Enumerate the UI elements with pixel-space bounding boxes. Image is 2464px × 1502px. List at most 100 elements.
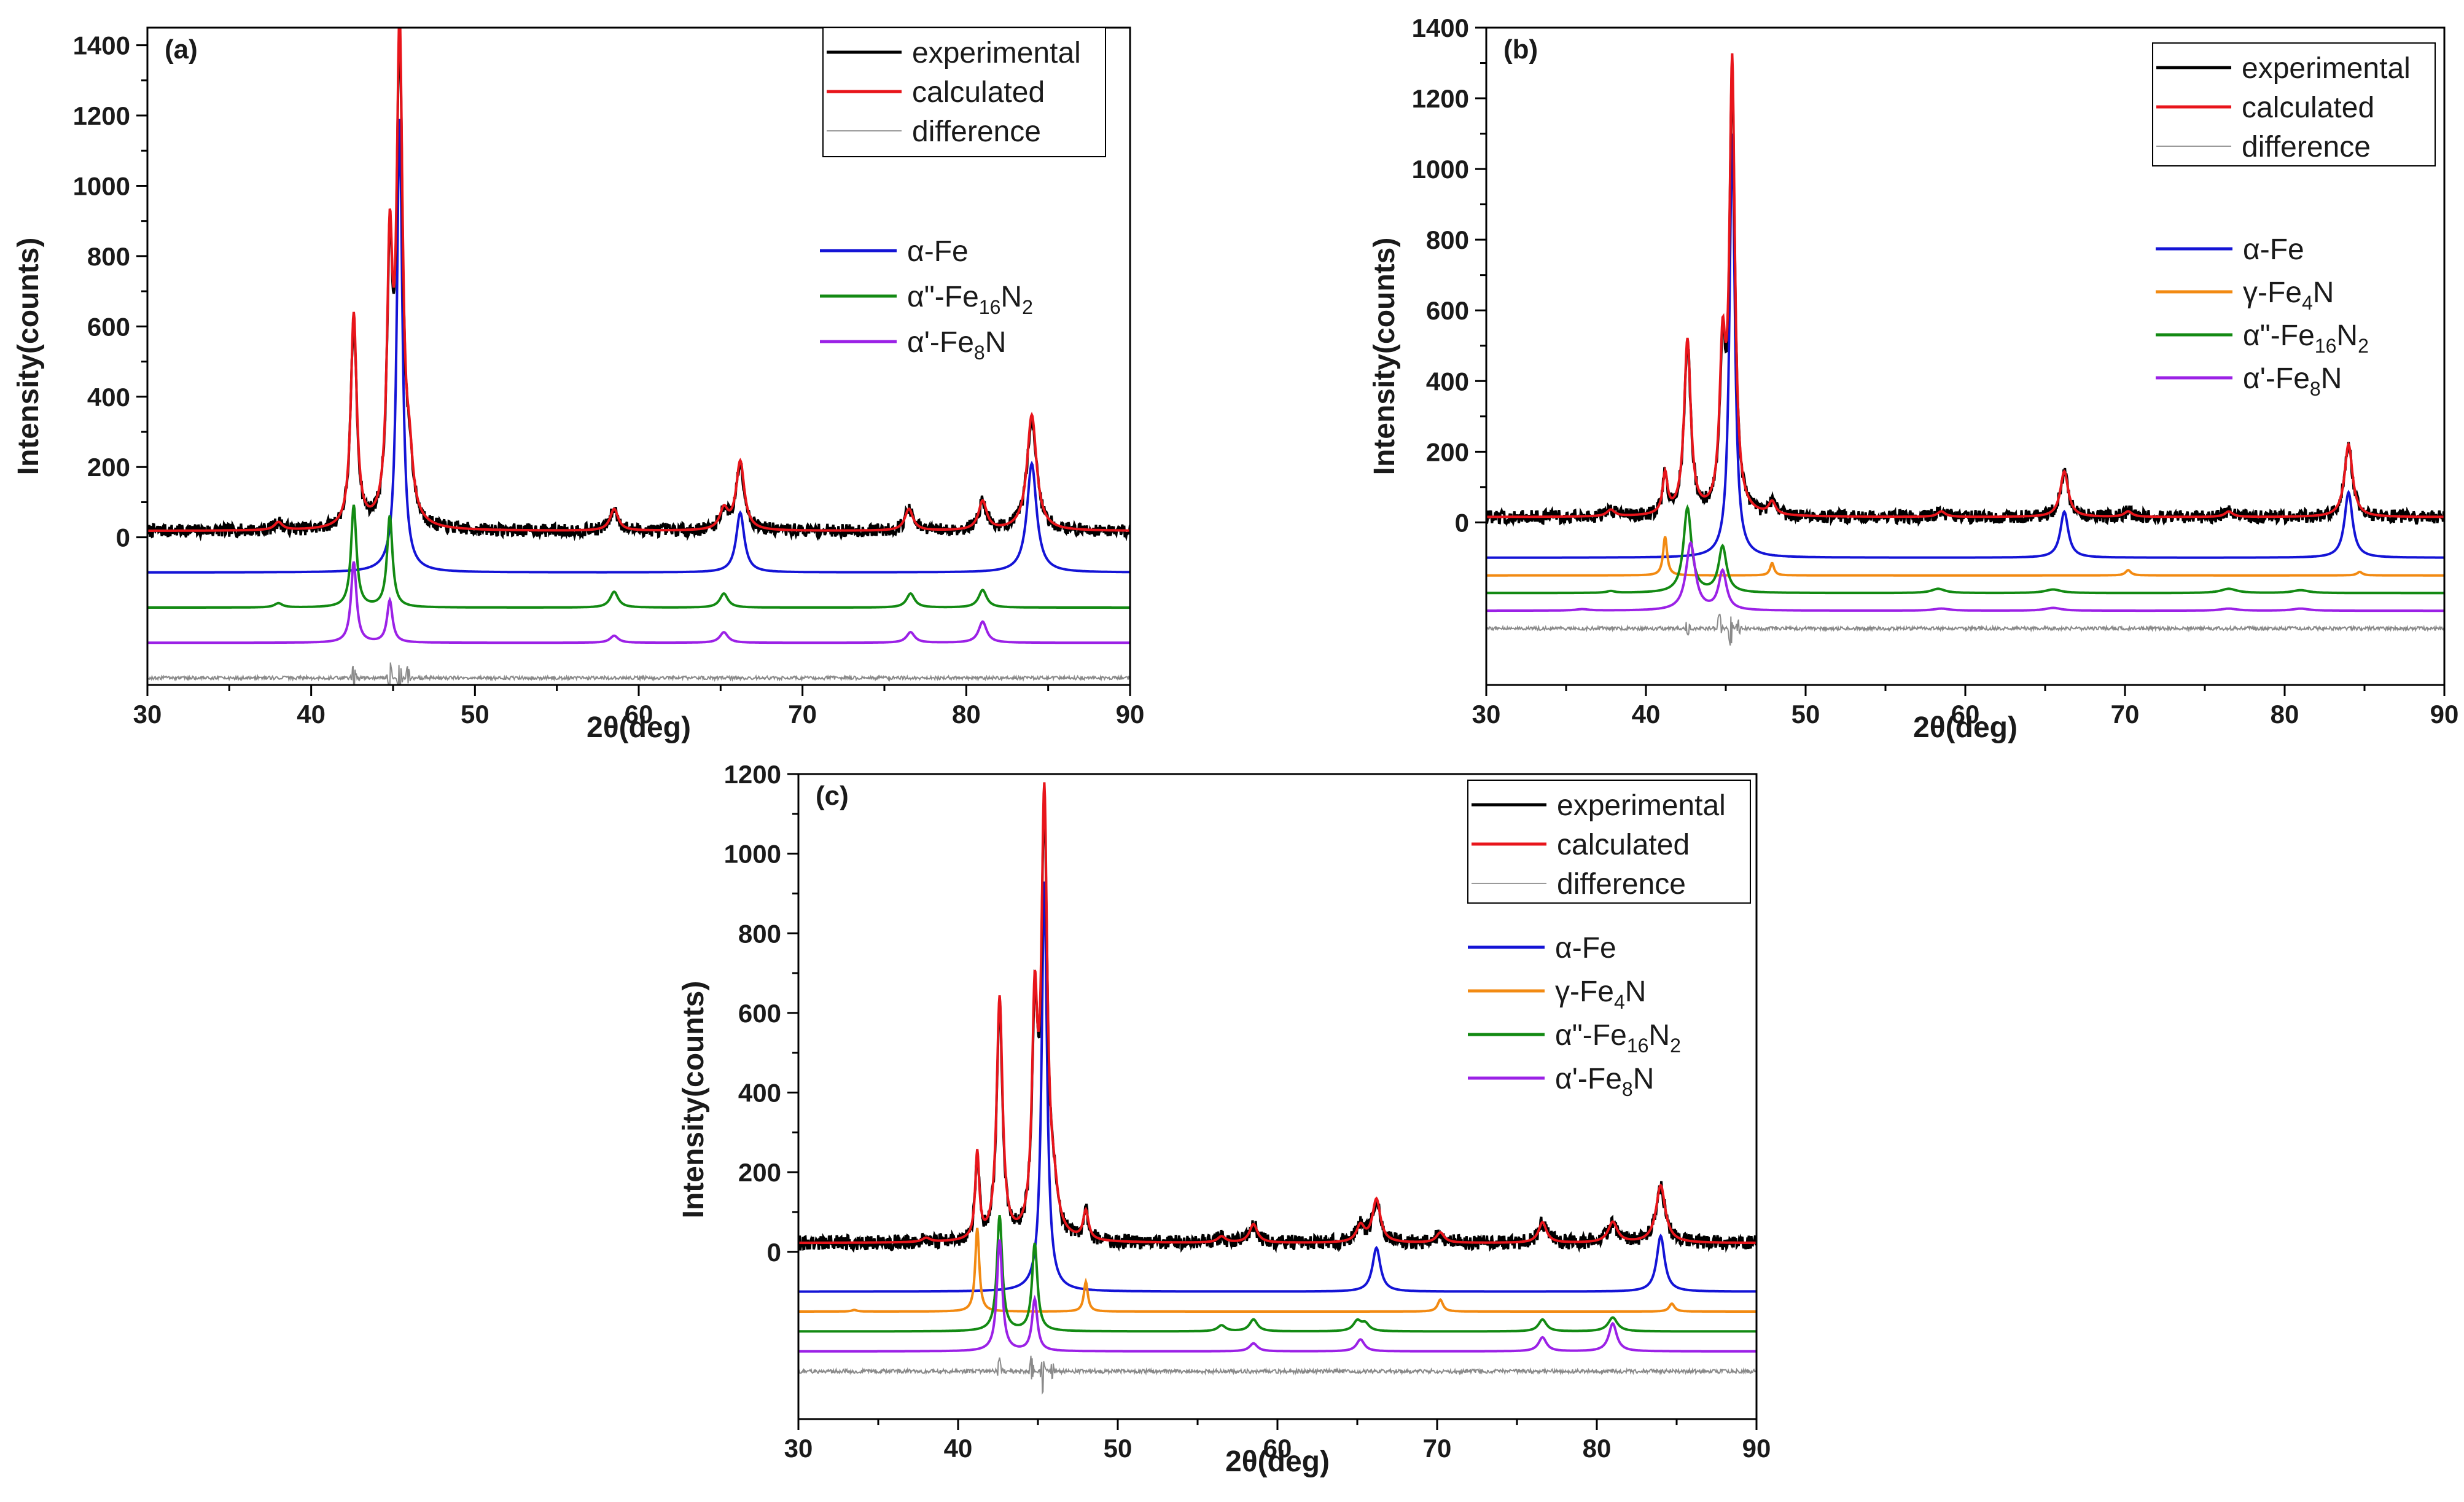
- x-axis-label: 2θ(deg): [1225, 1445, 1330, 1478]
- y-tick-label: 1000: [73, 171, 130, 200]
- legend-fit: experimental calculated difference: [1467, 780, 1751, 904]
- legend-entry: α'-Fe8N: [1555, 1063, 1654, 1100]
- x-axis-label: 2θ(deg): [587, 711, 691, 744]
- legend-fit: experimental calculated difference: [822, 27, 1106, 157]
- panel-a: 30 40 50 60 70 80 90 0 200 400 600 800 1000 1200 1400 2…: [12, 26, 1145, 744]
- y-tick-label: 1200: [1412, 84, 1469, 113]
- curves: [1486, 53, 2444, 646]
- legend-entry: experimental: [1557, 789, 1726, 822]
- y-tick-label: 600: [87, 312, 130, 341]
- y-axis-label: Intensity(counts): [12, 238, 45, 475]
- series-α-Fe: [1486, 133, 2444, 559]
- series-α'-Fe8N: [147, 561, 1130, 644]
- series-difference: [798, 1355, 1756, 1395]
- legend-entry: α-Fe: [2243, 233, 2304, 266]
- y-tick-label: 1000: [1412, 155, 1469, 184]
- y-tick-label: 800: [738, 919, 781, 948]
- y-tick-label: 400: [1426, 367, 1469, 396]
- y-tick-label: 600: [1426, 296, 1469, 325]
- legend-entry: α-Fe: [1555, 932, 1616, 964]
- legend-entry: α"-Fe16N2: [907, 281, 1033, 318]
- y-axis-label: Intensity(counts): [677, 981, 710, 1219]
- legend-entry: γ-Fe4N: [1555, 976, 1646, 1013]
- legend-box: [2152, 42, 2436, 166]
- legend-entry: α"-Fe16N2: [2243, 319, 2369, 357]
- x-tick-label: 90: [1742, 1434, 1771, 1463]
- legend-entry: experimental: [912, 37, 1081, 69]
- y-tick-label: 1000: [724, 840, 781, 869]
- y-tick-label: 800: [87, 242, 130, 271]
- y-tick-label: 200: [87, 453, 130, 482]
- panel-b: 30 40 50 60 70 80 90 0 200 400 600 800 1000 1200 1400 2…: [1368, 14, 2458, 744]
- x-tick-label: 50: [1104, 1434, 1133, 1463]
- series-α"-Fe16N2: [147, 504, 1130, 609]
- x-tick-label: 30: [784, 1434, 813, 1463]
- y-tick-label: 400: [738, 1079, 781, 1108]
- legend-entry: difference: [912, 115, 1041, 148]
- x-tick-label: 60: [1263, 1434, 1292, 1463]
- x-tick-label: 90: [1116, 700, 1145, 729]
- x-tick-label: 70: [1423, 1434, 1452, 1463]
- x-axis-label: 2θ(deg): [1913, 711, 2018, 744]
- y-tick-label: 1200: [724, 760, 781, 789]
- series-α-Fe: [798, 881, 1756, 1293]
- x-tick-label: 80: [952, 700, 981, 729]
- legend-entry: difference: [2242, 131, 2371, 163]
- x-tick-label: 50: [1791, 700, 1820, 729]
- legend-entry: α'-Fe8N: [2243, 362, 2342, 400]
- series-α"-Fe16N2: [798, 1215, 1756, 1333]
- x-tick-label: 60: [625, 700, 653, 729]
- panel-label: (a): [165, 34, 198, 65]
- legend-phases: α-Fe γ-Fe4N α"-Fe16N2 α'-Fe8N: [1468, 932, 1681, 1100]
- series-α'-Fe8N: [798, 1239, 1756, 1353]
- y-tick-label: 600: [738, 999, 781, 1028]
- legend-entry: calculated: [1557, 829, 1690, 861]
- legend-entry: experimental: [2242, 52, 2411, 85]
- x-tick-label: 80: [2271, 700, 2299, 729]
- legend-entry: calculated: [912, 76, 1045, 109]
- series-α'-Fe8N: [1486, 541, 2444, 612]
- x-tick-label: 70: [2111, 700, 2140, 729]
- y-tick-label: 400: [87, 383, 130, 412]
- y-tick-label: 1400: [1412, 14, 1469, 42]
- series-calculated: [147, 28, 1130, 532]
- x-tick-label: 60: [1951, 700, 1980, 729]
- x-tick-label: 90: [2430, 700, 2459, 729]
- series-calculated: [1486, 53, 2444, 518]
- y-axis-label: Intensity(counts): [1368, 238, 1401, 475]
- x-tick-label: 30: [133, 700, 162, 729]
- y-tick-label: 1200: [73, 101, 130, 130]
- series-calculated: [798, 782, 1756, 1245]
- y-tick-label: 0: [116, 523, 130, 552]
- legend-entry: α-Fe: [907, 235, 969, 268]
- x-tick-label: 40: [944, 1434, 973, 1463]
- y-tick-label: 1400: [73, 31, 130, 60]
- series-α-Fe: [147, 119, 1130, 574]
- series-γ-Fe4N: [798, 1227, 1756, 1313]
- x-tick-label: 80: [1583, 1434, 1612, 1463]
- legend-phases: α-Fe α"-Fe16N2 α'-Fe8N: [820, 235, 1033, 364]
- legend-entry: calculated: [2242, 92, 2374, 124]
- series-difference: [1486, 614, 2444, 646]
- legend-phases: α-Fe γ-Fe4N α"-Fe16N2 α'-Fe8N: [2156, 233, 2369, 400]
- series-difference: [147, 662, 1130, 685]
- series-α"-Fe16N2: [1486, 504, 2444, 595]
- panel-label: (b): [1503, 34, 1538, 65]
- legend-box: [1467, 780, 1751, 904]
- legend-entry: α"-Fe16N2: [1555, 1019, 1681, 1057]
- x-tick-label: 30: [1472, 700, 1501, 729]
- y-tick-label: 800: [1426, 225, 1469, 254]
- legend-entry: γ-Fe4N: [2243, 276, 2334, 314]
- series-γ-Fe4N: [1486, 536, 2444, 577]
- legend-entry: difference: [1557, 868, 1686, 901]
- y-tick-label: 0: [1455, 508, 1469, 537]
- curves: [798, 782, 1756, 1395]
- panel-label: (c): [816, 781, 849, 811]
- x-tick-label: 40: [297, 700, 326, 729]
- curves: [147, 28, 1130, 685]
- x-tick-label: 70: [788, 700, 817, 729]
- legend-fit: experimental calculated difference: [2152, 42, 2436, 166]
- panel-c: 30 40 50 60 70 80 90 0 200 400 600 800 1000 1200 2θ(de…: [677, 760, 1771, 1478]
- y-tick-label: 0: [767, 1238, 781, 1267]
